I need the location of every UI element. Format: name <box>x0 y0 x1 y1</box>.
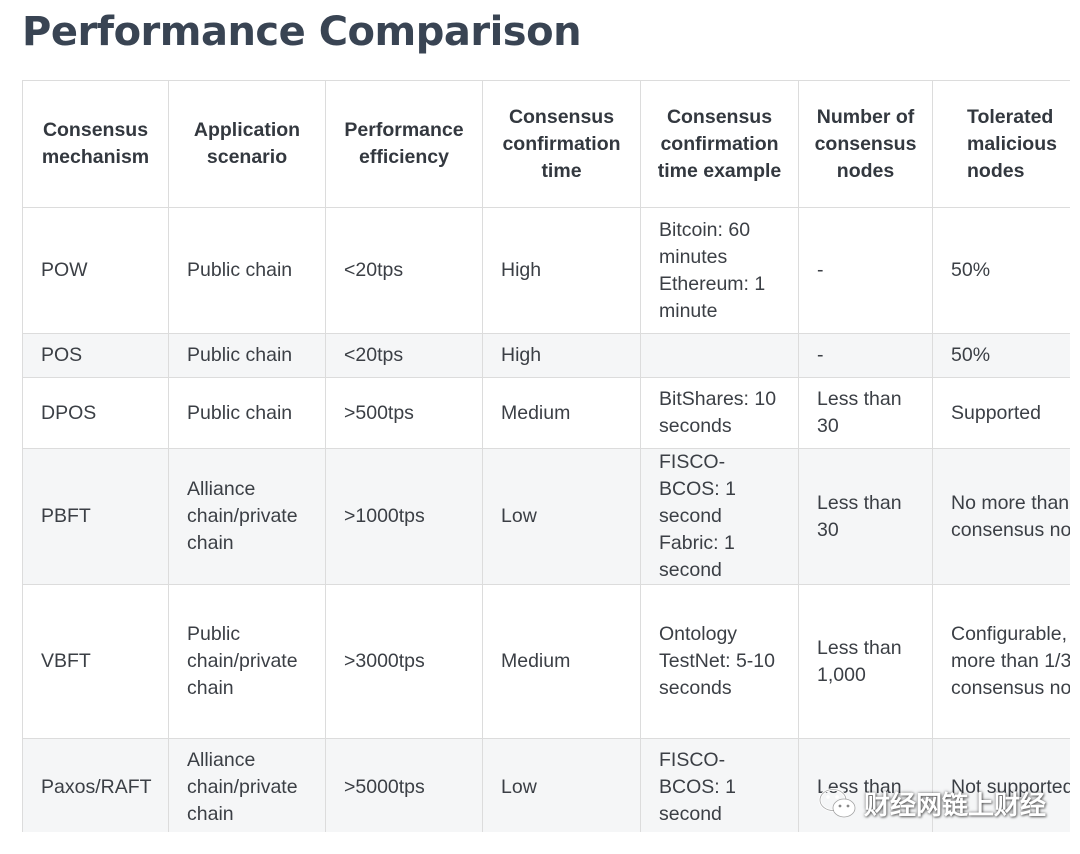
header-confirmation-time-example: Consensus confirmation time example <box>640 80 799 208</box>
cell-mechanism: PBFT <box>22 448 169 585</box>
cell-tolerated: 50% <box>932 207 1070 334</box>
cell-confirmation-time: Low <box>482 448 641 585</box>
table-row: Paxos/RAFT Alliance chain/private chain … <box>22 738 1070 832</box>
table-row: VBFT Public chain/private chain >3000tps… <box>22 584 1070 739</box>
cell-scenario: Alliance chain/private chain <box>168 448 326 585</box>
cell-tolerated: 50% <box>932 333 1070 378</box>
cell-scenario: Alliance chain/private chain <box>168 738 326 832</box>
header-application-scenario: Application scenario <box>168 80 326 208</box>
table-row: POS Public chain <20tps High - 50% <box>22 333 1070 378</box>
watermark: 财经网链上财经 <box>818 785 1046 822</box>
header-number-of-nodes: Number of consensus nodes <box>798 80 933 208</box>
cell-scenario: Public chain <box>168 377 326 449</box>
cell-tolerated: Not supported <box>932 738 1070 832</box>
comparison-table: Consensus mechanism Application scenario… <box>22 80 1070 832</box>
cell-efficiency: <20tps <box>325 333 483 378</box>
cell-efficiency: >3000tps <box>325 584 483 739</box>
page-title: Performance Comparison <box>22 9 582 55</box>
header-consensus-mechanism: Consensus mechanism <box>22 80 169 208</box>
cell-nodes: - <box>798 207 933 334</box>
wechat-icon <box>818 787 858 821</box>
header-confirmation-time: Consensus confirmation time <box>482 80 641 208</box>
cell-scenario: Public chain <box>168 333 326 378</box>
cell-confirmation-time: High <box>482 207 641 334</box>
cell-confirmation-time: Low <box>482 738 641 832</box>
table-row: DPOS Public chain >500tps Medium BitShar… <box>22 377 1070 449</box>
cell-scenario: Public chain <box>168 207 326 334</box>
cell-mechanism: VBFT <box>22 584 169 739</box>
watermark-text: 财经网链上财经 <box>863 791 1046 821</box>
cell-mechanism: POW <box>22 207 169 334</box>
cell-confirmation-time: Medium <box>482 584 641 739</box>
cell-example: BitShares: 10 seconds <box>640 377 799 449</box>
comparison-table-container: Consensus mechanism Application scenario… <box>22 80 1070 832</box>
header-performance-efficiency: Performance efficiency <box>325 80 483 208</box>
cell-example <box>640 333 799 378</box>
cell-tolerated: Configurable, no more than 1/3 of consen… <box>932 584 1070 739</box>
cell-mechanism: POS <box>22 333 169 378</box>
table-row: POW Public chain <20tps High Bitcoin: 60… <box>22 207 1070 334</box>
cell-confirmation-time: High <box>482 333 641 378</box>
cell-nodes: - <box>798 333 933 378</box>
cell-mechanism: DPOS <box>22 377 169 449</box>
table-header-row: Consensus mechanism Application scenario… <box>22 80 1070 208</box>
cell-mechanism: Paxos/RAFT <box>22 738 169 832</box>
cell-nodes: Less than 1,000 <box>798 584 933 739</box>
header-tolerated-malicious-nodes: Tolerated malicious nodes <box>932 80 1070 208</box>
table-row: PBFT Alliance chain/private chain >1000t… <box>22 448 1070 585</box>
cell-scenario: Public chain/private chain <box>168 584 326 739</box>
cell-example: Bitcoin: 60 minutes Ethereum: 1 minute <box>640 207 799 334</box>
cell-example: FISCO-BCOS: 1 second Fabric: 1 second <box>640 448 799 585</box>
cell-example: FISCO-BCOS: 1 second <box>640 738 799 832</box>
cell-efficiency: >1000tps <box>325 448 483 585</box>
cell-tolerated: Supported <box>932 377 1070 449</box>
cell-efficiency: >500tps <box>325 377 483 449</box>
cell-nodes: Less than 30 <box>798 448 933 585</box>
cell-tolerated: No more than 1/3 of consensus nodes <box>932 448 1070 585</box>
cell-efficiency: <20tps <box>325 207 483 334</box>
cell-nodes: Less than <box>798 738 933 832</box>
cell-example: Ontology TestNet: 5-10 seconds <box>640 584 799 739</box>
cell-confirmation-time: Medium <box>482 377 641 449</box>
cell-efficiency: >5000tps <box>325 738 483 832</box>
cell-nodes: Less than 30 <box>798 377 933 449</box>
